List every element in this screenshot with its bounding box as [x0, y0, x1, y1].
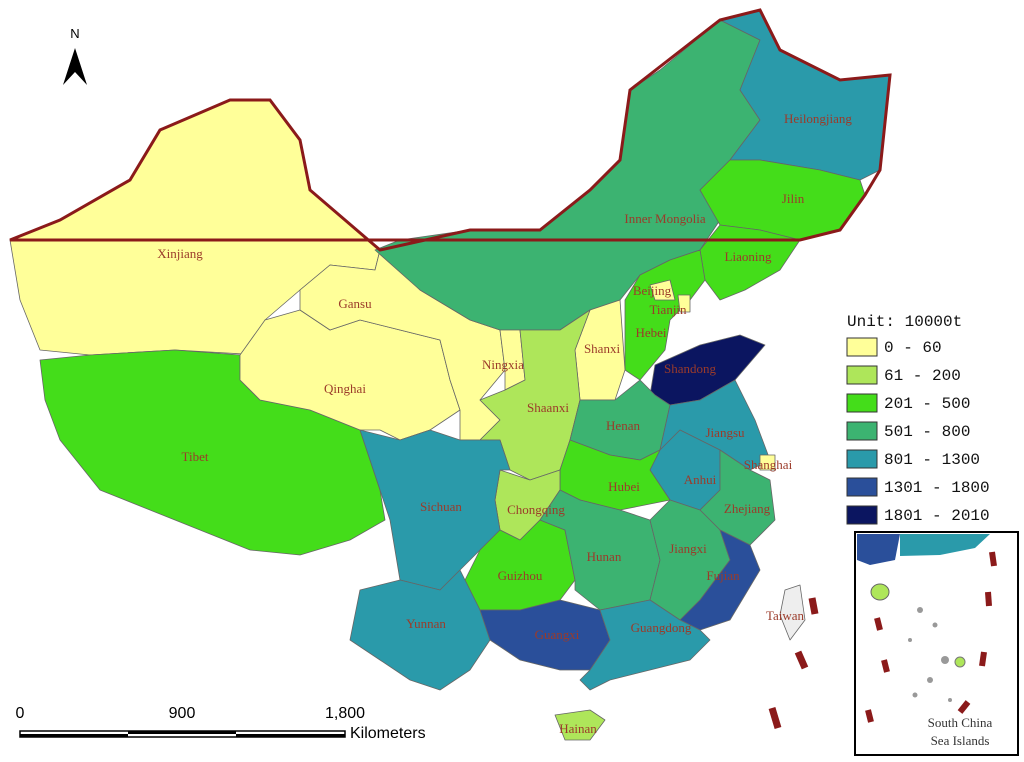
province-label: Guizhou: [498, 568, 543, 583]
province-label: Henan: [606, 418, 640, 433]
legend-swatch: [846, 337, 878, 357]
province-label: Guangdong: [631, 620, 692, 635]
province: [649, 279, 676, 301]
province-label: Yunnan: [406, 616, 446, 631]
province-label: Hubei: [608, 479, 640, 494]
legend-swatch: [846, 505, 878, 525]
province-label: Qinghai: [324, 381, 366, 396]
province-label: Sichuan: [420, 499, 462, 514]
scale-label: 0: [16, 705, 25, 722]
province-label: Liaoning: [725, 249, 772, 264]
province-label: Beijing: [633, 283, 672, 298]
province-label: Shaanxi: [527, 400, 569, 415]
province-label: Taiwan: [766, 608, 805, 623]
province: [479, 309, 591, 481]
province: [359, 429, 511, 591]
province-label: Ningxia: [482, 357, 524, 372]
legend-title: Unit: 10000t: [847, 313, 962, 331]
nine-dash-line: [768, 597, 819, 730]
scale-label: 1,800: [325, 705, 365, 722]
inset-label: Sea Islands: [931, 733, 990, 748]
legend-label: 501 - 800: [884, 423, 970, 441]
province-label: Shandong: [664, 361, 717, 376]
province: [624, 249, 706, 381]
legend-label: 1801 - 2010: [884, 507, 990, 525]
province: [349, 569, 491, 691]
legend-label: 0 - 60: [884, 339, 942, 357]
regions: [9, 8, 892, 741]
province-label: Fujian: [706, 568, 740, 583]
legend-swatch: [846, 393, 878, 413]
legend-swatch: [846, 449, 878, 469]
province-label: Gansu: [338, 296, 372, 311]
border-outline: [9, 8, 892, 252]
province-label: Chongqing: [507, 502, 565, 517]
province: [779, 584, 806, 641]
province-label: Shanghai: [744, 457, 793, 472]
province: [579, 599, 711, 691]
province-label: Jilin: [782, 191, 805, 206]
province-label: Heilongjiang: [784, 111, 852, 126]
legend-swatch: [846, 477, 878, 497]
legend-label: 1301 - 1800: [884, 479, 990, 497]
scale-bar: [19, 730, 346, 738]
legend-label: 201 - 500: [884, 395, 970, 413]
province-label: Tianjin: [649, 302, 687, 317]
province-label: Jiangsu: [706, 425, 746, 440]
scale-label: 900: [169, 705, 196, 722]
inset-decor: [857, 534, 997, 723]
scale-unit: Kilometers: [350, 725, 426, 742]
north-arrow: [63, 48, 87, 85]
province-label: Xinjiang: [157, 246, 203, 261]
province-label: Jiangxi: [669, 541, 707, 556]
province-label: Guangxi: [535, 627, 580, 642]
inset-frame: [854, 531, 1019, 756]
legend-label: 801 - 1300: [884, 451, 980, 469]
province-label: Tibet: [182, 449, 209, 464]
legend-swatch: [846, 421, 878, 441]
legend-swatch: [846, 365, 878, 385]
province: [759, 454, 776, 471]
province-label: Shanxi: [584, 341, 621, 356]
province-label: Inner Mongolia: [624, 211, 705, 226]
legend-label: 61 - 200: [884, 367, 961, 385]
province-label: Hainan: [559, 721, 597, 736]
north-label: N: [70, 26, 79, 41]
province: [677, 294, 691, 313]
province: [554, 709, 606, 741]
province-label: Zhejiang: [724, 501, 771, 516]
province-label: Hebei: [635, 325, 666, 340]
province-label: Hunan: [587, 549, 622, 564]
province-label: Anhui: [684, 472, 717, 487]
inset-label: South China: [928, 715, 993, 730]
